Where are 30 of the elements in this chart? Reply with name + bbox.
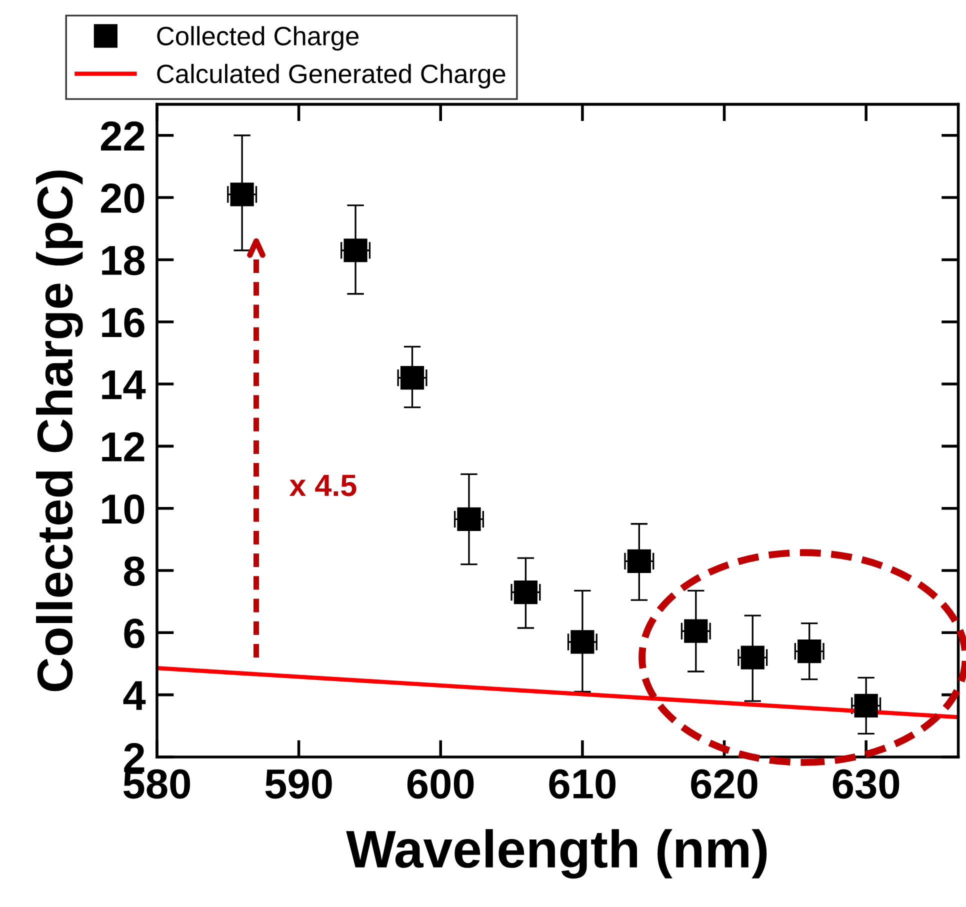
point bbox=[457, 507, 481, 532]
y-tick-label: 4 bbox=[123, 681, 146, 710]
annotation: x 4.5 bbox=[289, 474, 356, 496]
x-tick-label: 600 bbox=[407, 769, 474, 799]
y-tick-label: 8 bbox=[124, 556, 145, 586]
y-tick-label: 22 bbox=[100, 121, 144, 150]
y-tick-label: 10 bbox=[102, 494, 144, 524]
point bbox=[230, 182, 254, 206]
y-tick-label: 20 bbox=[100, 184, 144, 214]
point bbox=[740, 646, 764, 670]
x-tick-label: 630 bbox=[832, 769, 900, 799]
y-tick-label: 6 bbox=[124, 618, 144, 648]
point bbox=[344, 238, 368, 262]
point bbox=[400, 366, 424, 390]
x-tick-label: 590 bbox=[265, 769, 332, 799]
point bbox=[570, 630, 594, 654]
y-tick-label: 18 bbox=[102, 246, 145, 276]
legend-label: Calculated Generated Charge bbox=[157, 64, 506, 88]
x-tick-label: 620 bbox=[691, 769, 758, 799]
y-tick-label: 14 bbox=[102, 370, 146, 400]
point bbox=[798, 640, 822, 664]
y-axis-title: Collected Charge (pC) bbox=[36, 170, 83, 692]
point bbox=[627, 549, 651, 573]
legend-label: Collected Charge bbox=[157, 26, 359, 51]
y-tick-label: 12 bbox=[102, 432, 144, 462]
point bbox=[684, 619, 708, 643]
x-tick-label: 610 bbox=[549, 769, 616, 799]
x-axis-title: Wavelength (nm) bbox=[346, 829, 767, 879]
y-tick-label: 16 bbox=[102, 308, 144, 338]
point bbox=[854, 694, 878, 718]
